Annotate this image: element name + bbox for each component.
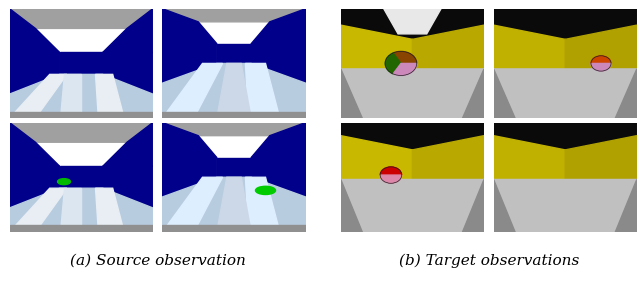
Polygon shape [102, 166, 153, 208]
Polygon shape [10, 188, 67, 232]
Polygon shape [515, 180, 615, 232]
Wedge shape [393, 51, 417, 64]
Polygon shape [340, 9, 484, 39]
Polygon shape [163, 177, 223, 232]
Polygon shape [163, 177, 306, 232]
Polygon shape [340, 69, 484, 118]
Polygon shape [251, 157, 306, 197]
Polygon shape [163, 157, 217, 197]
Polygon shape [10, 188, 153, 232]
Polygon shape [463, 69, 484, 118]
Polygon shape [163, 122, 217, 157]
Wedge shape [380, 167, 402, 175]
Polygon shape [412, 136, 484, 180]
Polygon shape [10, 9, 60, 52]
Polygon shape [10, 74, 67, 118]
Polygon shape [565, 136, 637, 180]
Polygon shape [60, 74, 81, 118]
Polygon shape [565, 25, 637, 69]
Polygon shape [615, 180, 637, 232]
Polygon shape [493, 69, 515, 118]
Polygon shape [163, 225, 306, 232]
Polygon shape [493, 9, 637, 39]
Polygon shape [163, 44, 217, 83]
Polygon shape [60, 166, 102, 188]
Polygon shape [251, 9, 306, 44]
Polygon shape [163, 9, 306, 22]
Polygon shape [10, 122, 153, 142]
Polygon shape [493, 122, 637, 150]
Polygon shape [102, 122, 153, 166]
Polygon shape [217, 64, 251, 118]
Wedge shape [385, 53, 401, 74]
Polygon shape [102, 9, 153, 52]
Polygon shape [163, 64, 306, 118]
Wedge shape [591, 64, 611, 71]
Polygon shape [493, 136, 565, 180]
Polygon shape [515, 69, 615, 118]
Polygon shape [217, 177, 251, 232]
Polygon shape [251, 44, 306, 83]
Polygon shape [340, 122, 484, 150]
Polygon shape [60, 52, 102, 74]
Polygon shape [10, 166, 60, 208]
Polygon shape [340, 180, 362, 232]
Polygon shape [10, 122, 60, 166]
Wedge shape [380, 175, 402, 183]
Polygon shape [340, 180, 484, 232]
Polygon shape [10, 52, 60, 94]
Polygon shape [163, 64, 223, 118]
Polygon shape [217, 157, 251, 177]
Polygon shape [251, 122, 306, 157]
Polygon shape [340, 69, 362, 118]
Wedge shape [393, 64, 417, 75]
Polygon shape [340, 25, 412, 69]
Polygon shape [615, 69, 637, 118]
Polygon shape [10, 74, 153, 118]
Polygon shape [95, 188, 124, 232]
Polygon shape [10, 112, 153, 118]
Polygon shape [163, 122, 306, 136]
Polygon shape [412, 25, 484, 69]
Polygon shape [60, 188, 81, 232]
Text: (a) Source observation: (a) Source observation [70, 254, 246, 268]
Polygon shape [384, 9, 441, 34]
Polygon shape [463, 180, 484, 232]
Polygon shape [163, 9, 217, 44]
Ellipse shape [255, 186, 276, 195]
Polygon shape [340, 136, 412, 180]
Polygon shape [362, 69, 463, 118]
Polygon shape [102, 52, 153, 94]
Text: (b) Target observations: (b) Target observations [399, 254, 579, 268]
Polygon shape [163, 112, 306, 118]
Polygon shape [493, 180, 515, 232]
Polygon shape [10, 225, 153, 232]
Polygon shape [246, 64, 280, 118]
Polygon shape [10, 9, 153, 28]
Polygon shape [493, 180, 637, 232]
Ellipse shape [58, 179, 70, 185]
Polygon shape [95, 74, 124, 118]
Polygon shape [493, 25, 565, 69]
Polygon shape [246, 177, 280, 232]
Polygon shape [362, 180, 463, 232]
Polygon shape [217, 44, 251, 64]
Wedge shape [591, 56, 611, 64]
Polygon shape [493, 69, 637, 118]
